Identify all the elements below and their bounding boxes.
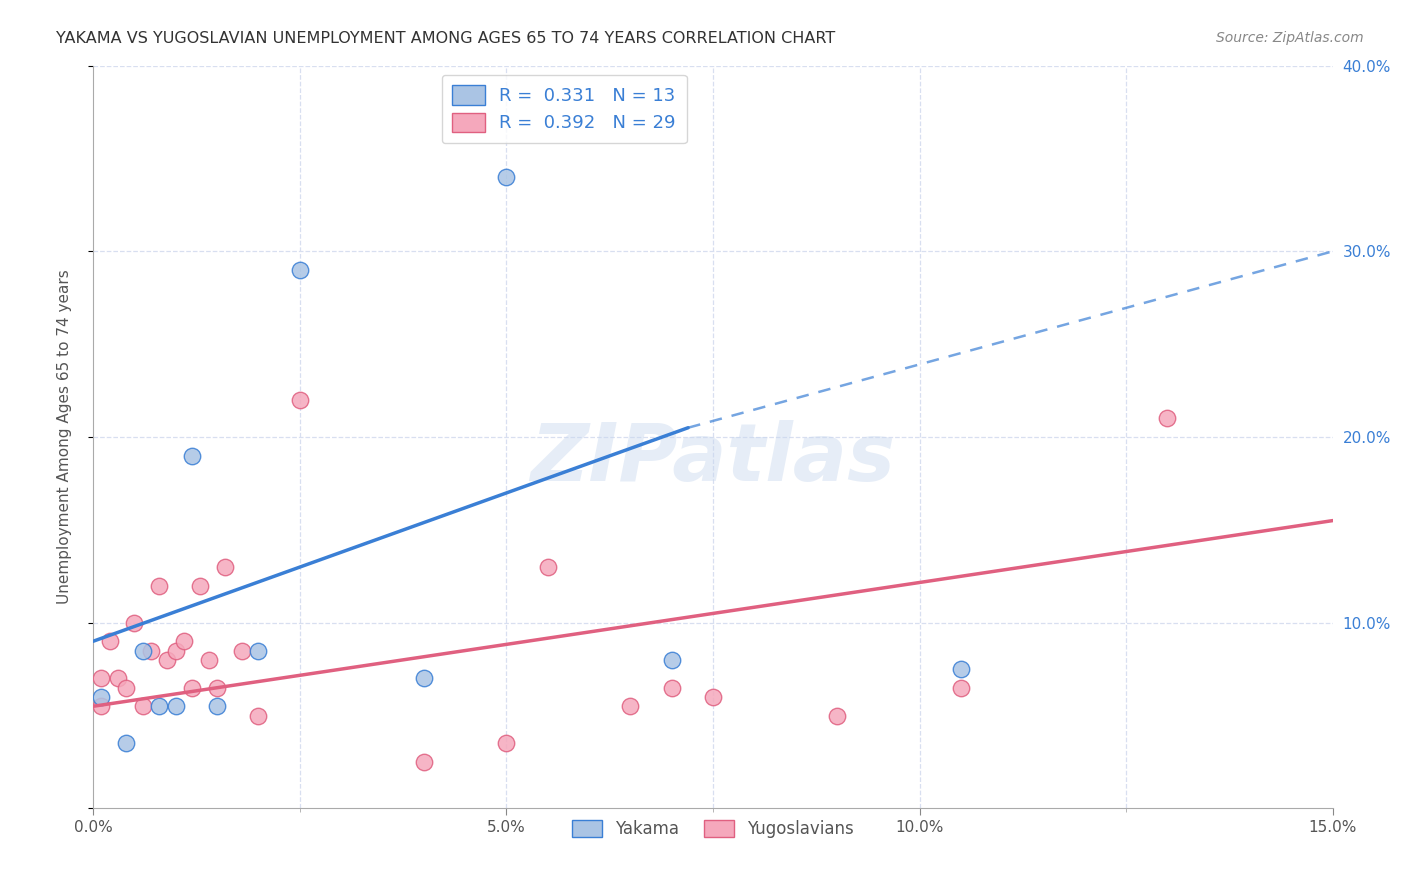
Point [619, 699, 641, 714]
Point [90, 699, 112, 714]
Point [181, 449, 204, 463]
Point [115, 681, 138, 695]
Point [156, 653, 179, 667]
Point [181, 681, 204, 695]
Point [205, 699, 228, 714]
Point [115, 736, 138, 750]
Point [214, 560, 236, 574]
Point [231, 643, 253, 657]
Point [661, 653, 683, 667]
Point [124, 615, 146, 630]
Text: YAKAMA VS YUGOSLAVIAN UNEMPLOYMENT AMONG AGES 65 TO 74 YEARS CORRELATION CHART: YAKAMA VS YUGOSLAVIAN UNEMPLOYMENT AMONG… [56, 31, 835, 46]
Point [247, 643, 270, 657]
Point [949, 662, 972, 676]
Point [139, 643, 162, 657]
Point [495, 736, 517, 750]
Point [412, 755, 434, 769]
Point [702, 690, 724, 704]
Point [131, 699, 153, 714]
Point [190, 578, 212, 592]
Point [288, 263, 311, 277]
Point [661, 681, 683, 695]
Point [536, 560, 558, 574]
Point [288, 392, 311, 407]
Legend: Yakama, Yugoslavians: Yakama, Yugoslavians [565, 814, 860, 845]
Point [825, 708, 848, 723]
Point [165, 643, 187, 657]
Point [131, 643, 153, 657]
Point [173, 634, 195, 648]
Point [247, 708, 270, 723]
Y-axis label: Unemployment Among Ages 65 to 74 years: Unemployment Among Ages 65 to 74 years [58, 269, 72, 605]
Point [107, 672, 129, 686]
Point [412, 672, 434, 686]
Point [98, 634, 121, 648]
Point [165, 699, 187, 714]
Point [148, 578, 170, 592]
Text: ZIPatlas: ZIPatlas [530, 420, 896, 499]
Point [197, 653, 219, 667]
Point [205, 681, 228, 695]
Point [495, 169, 517, 184]
Point [90, 690, 112, 704]
Point [1156, 411, 1178, 425]
Point [90, 672, 112, 686]
Point [148, 699, 170, 714]
Text: Source: ZipAtlas.com: Source: ZipAtlas.com [1216, 31, 1364, 45]
Point [949, 681, 972, 695]
